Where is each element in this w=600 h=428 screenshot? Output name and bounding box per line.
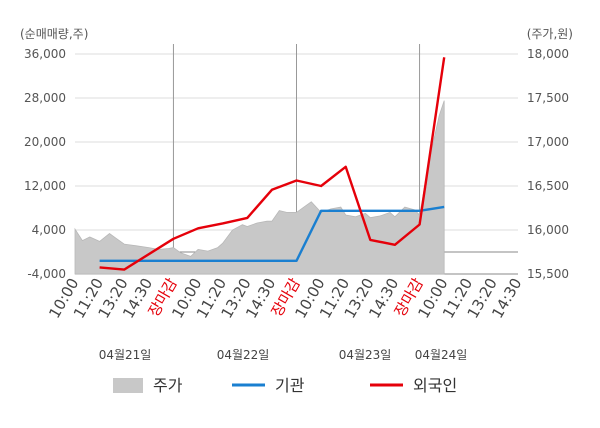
date-label: 04월24일 xyxy=(415,348,468,362)
right-y-tick-label: 17,500 xyxy=(527,91,569,105)
legend-institution-label: 기관 xyxy=(275,376,305,395)
left-y-tick-label: 28,000 xyxy=(24,91,66,105)
left-axis-unit-label: (순매매량,주) xyxy=(20,27,88,41)
legend: 주가 기관 외국인 xyxy=(113,376,457,395)
legend-foreign-label: 외국인 xyxy=(413,376,457,395)
right-y-tick-label: 18,000 xyxy=(527,47,569,61)
date-labels: 04월21일 04월22일 04월23일 04월24일 xyxy=(99,348,468,362)
left-y-ticks: 36,000 28,000 20,000 12,000 4,000 -4,000 xyxy=(24,47,66,281)
price-area-series xyxy=(74,100,445,275)
date-label: 04월22일 xyxy=(217,348,270,362)
legend-price-swatch xyxy=(113,378,143,393)
left-y-tick-label: 36,000 xyxy=(24,47,66,61)
x-ticks: 10:0011:2013:2014:30장마감10:0011:2013:2014… xyxy=(45,275,525,322)
right-axis-unit-label: (주가,원) xyxy=(527,27,573,41)
institution-series-line xyxy=(99,205,445,262)
left-y-tick-label: -4,000 xyxy=(27,267,66,281)
price-area-layer xyxy=(74,100,445,275)
date-label: 04월23일 xyxy=(339,348,392,362)
legend-price-label: 주가 xyxy=(153,376,183,395)
left-y-tick-label: 4,000 xyxy=(32,223,66,237)
right-y-tick-label: 17,000 xyxy=(527,135,569,149)
left-y-tick-label: 20,000 xyxy=(24,135,66,149)
right-y-tick-label: 16,000 xyxy=(527,223,569,237)
right-y-tick-label: 15,500 xyxy=(527,267,569,281)
date-label: 04월21일 xyxy=(99,348,152,362)
right-y-ticks: 18,000 17,500 17,000 16,500 16,000 15,500 xyxy=(527,47,569,281)
right-y-tick-label: 16,500 xyxy=(527,179,569,193)
foreign-series-line xyxy=(99,57,446,271)
left-y-tick-label: 12,000 xyxy=(24,179,66,193)
series-lines-layer xyxy=(99,57,446,271)
